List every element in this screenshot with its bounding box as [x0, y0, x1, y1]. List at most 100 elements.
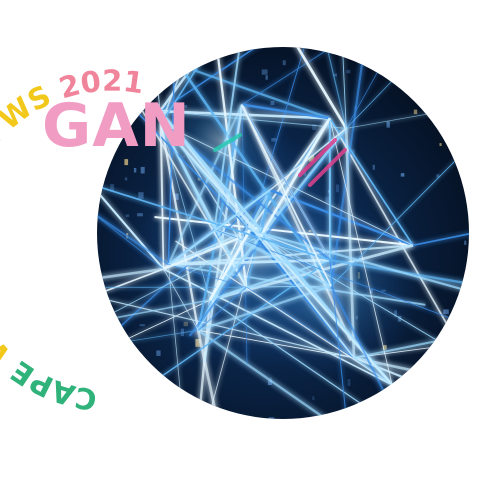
beam	[208, 229, 252, 301]
beam	[97, 107, 164, 270]
beam	[184, 299, 212, 419]
beam	[329, 258, 469, 305]
beam	[246, 286, 355, 359]
window-light	[120, 382, 125, 388]
window-light	[439, 143, 442, 146]
beam	[249, 47, 325, 231]
beam	[197, 104, 244, 331]
beam	[160, 123, 211, 301]
window-light	[333, 73, 337, 77]
window-light	[346, 69, 351, 74]
beam	[330, 47, 368, 287]
beam	[213, 47, 251, 230]
beam	[160, 122, 393, 386]
window-light	[268, 417, 275, 419]
window-light	[312, 124, 317, 130]
window-light	[138, 192, 144, 199]
beam	[240, 104, 352, 342]
beam	[329, 117, 460, 345]
window-light	[372, 164, 375, 170]
beam	[167, 189, 271, 266]
beam	[97, 235, 262, 357]
beam	[334, 47, 347, 129]
window-light	[90, 230, 94, 232]
beam	[159, 109, 330, 120]
window-light	[124, 177, 128, 181]
beam	[208, 127, 348, 301]
window-light	[385, 66, 389, 70]
window-light	[156, 350, 161, 356]
beam	[158, 47, 315, 112]
window-light	[142, 47, 148, 53]
window-light	[400, 173, 405, 177]
beam	[167, 104, 243, 265]
beam	[329, 259, 358, 419]
beam	[209, 299, 425, 419]
beam	[160, 122, 251, 231]
beam	[260, 189, 271, 236]
beam	[391, 384, 469, 419]
window-light	[122, 66, 125, 71]
beam	[163, 237, 239, 271]
beam	[159, 111, 165, 270]
window-light	[386, 121, 390, 128]
beam	[214, 228, 458, 322]
beam	[246, 285, 332, 288]
beam	[241, 104, 331, 261]
window-light	[140, 166, 145, 174]
window-light	[97, 346, 101, 353]
window-light	[436, 174, 440, 178]
window-light	[443, 309, 449, 314]
window-light	[435, 409, 440, 418]
beam	[209, 286, 247, 301]
beam	[159, 110, 355, 359]
beam	[353, 305, 469, 359]
beam	[329, 117, 414, 246]
beam	[97, 299, 211, 412]
window-light	[139, 324, 145, 327]
window-light	[312, 396, 315, 401]
beam	[159, 110, 347, 129]
beam	[182, 70, 333, 287]
window-light	[347, 379, 351, 387]
window-light	[121, 401, 125, 409]
beam	[160, 47, 304, 124]
beam	[168, 229, 251, 266]
beam	[249, 228, 469, 301]
beam	[160, 47, 255, 124]
window-light	[464, 240, 467, 245]
window-light	[121, 48, 126, 56]
window-light	[384, 400, 388, 408]
beam	[330, 101, 469, 287]
beam	[97, 70, 165, 270]
beam	[346, 82, 469, 129]
beam	[241, 47, 462, 105]
beam	[260, 117, 331, 236]
beam	[353, 323, 469, 359]
beam	[160, 123, 200, 331]
accent-beam	[298, 138, 337, 177]
beam	[97, 299, 211, 349]
beam	[329, 118, 393, 385]
window-light	[466, 351, 469, 355]
beam	[97, 268, 164, 363]
window-light	[462, 166, 467, 172]
beam	[211, 47, 348, 130]
window-light	[97, 335, 98, 342]
window-light	[467, 388, 469, 392]
window-light	[441, 80, 445, 85]
title-gan: GAN	[42, 91, 191, 161]
beam	[196, 330, 254, 419]
beam	[241, 104, 248, 365]
beam	[269, 127, 347, 191]
beam	[345, 47, 469, 129]
window-light	[265, 75, 268, 80]
accent-beam	[308, 148, 347, 187]
beam	[197, 329, 413, 419]
accent-beam	[213, 133, 242, 152]
beam	[97, 329, 199, 372]
window-light	[413, 109, 418, 115]
